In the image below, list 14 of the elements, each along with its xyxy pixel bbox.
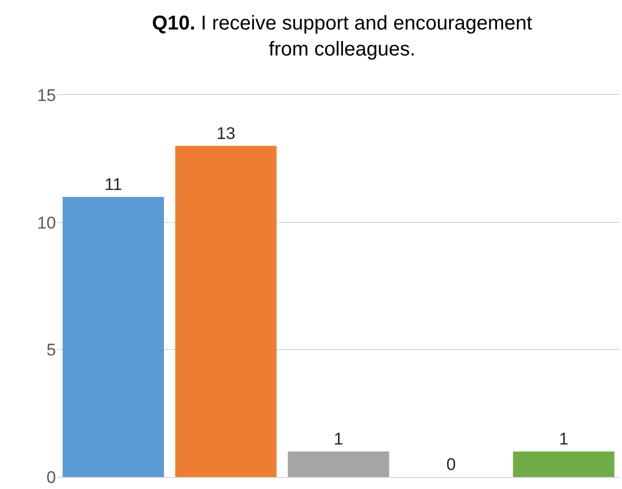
data-label: 11	[104, 174, 122, 194]
bar	[513, 452, 614, 477]
data-label: 1	[558, 430, 568, 449]
chart-title: Q10. I receive support and encouragement from colleagues.	[152, 12, 533, 60]
y-tick-label: 5	[46, 340, 56, 360]
data-label: 13	[216, 124, 236, 143]
bar	[62, 196, 164, 477]
data-label: 1	[334, 430, 344, 449]
y-tick-label: 15	[37, 86, 56, 105]
data-label: 0	[446, 455, 456, 474]
bar	[175, 146, 277, 477]
bar	[288, 452, 390, 477]
y-tick-label: 0	[46, 468, 56, 487]
y-tick-label: 10	[37, 213, 56, 232]
